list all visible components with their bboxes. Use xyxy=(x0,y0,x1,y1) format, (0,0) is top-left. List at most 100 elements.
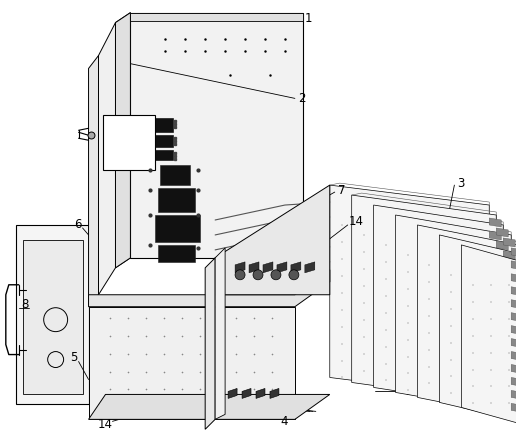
Polygon shape xyxy=(88,395,330,419)
Polygon shape xyxy=(496,267,508,276)
Polygon shape xyxy=(511,312,517,322)
Polygon shape xyxy=(88,270,330,307)
Polygon shape xyxy=(263,262,273,273)
Polygon shape xyxy=(496,319,508,328)
Polygon shape xyxy=(489,374,501,382)
Polygon shape xyxy=(503,238,515,247)
Polygon shape xyxy=(249,262,259,273)
Polygon shape xyxy=(503,368,515,376)
Polygon shape xyxy=(489,386,501,395)
Polygon shape xyxy=(160,165,190,185)
Polygon shape xyxy=(256,388,265,398)
Polygon shape xyxy=(158,188,195,212)
Text: 1: 1 xyxy=(305,12,313,25)
Polygon shape xyxy=(511,274,517,283)
Polygon shape xyxy=(503,303,515,312)
Circle shape xyxy=(253,270,263,280)
Polygon shape xyxy=(352,195,496,402)
Polygon shape xyxy=(88,56,99,305)
Polygon shape xyxy=(511,326,517,335)
Polygon shape xyxy=(242,388,251,398)
Polygon shape xyxy=(215,185,330,295)
Polygon shape xyxy=(228,388,237,398)
Polygon shape xyxy=(503,355,515,364)
Polygon shape xyxy=(503,290,515,299)
Polygon shape xyxy=(489,283,501,292)
Polygon shape xyxy=(496,241,508,250)
Polygon shape xyxy=(115,13,130,268)
Polygon shape xyxy=(503,264,515,273)
Polygon shape xyxy=(496,396,508,405)
Polygon shape xyxy=(374,205,503,408)
Polygon shape xyxy=(489,348,501,357)
Text: 2: 2 xyxy=(298,92,306,105)
Polygon shape xyxy=(511,287,517,296)
Circle shape xyxy=(289,270,299,280)
Polygon shape xyxy=(489,257,501,266)
Polygon shape xyxy=(88,307,295,419)
Polygon shape xyxy=(503,381,515,389)
Polygon shape xyxy=(291,262,301,273)
Polygon shape xyxy=(155,135,173,147)
Polygon shape xyxy=(511,403,517,412)
Polygon shape xyxy=(418,225,517,418)
Polygon shape xyxy=(270,388,279,398)
Polygon shape xyxy=(503,277,515,286)
Polygon shape xyxy=(496,345,508,354)
Polygon shape xyxy=(235,262,245,273)
Polygon shape xyxy=(489,361,501,369)
Polygon shape xyxy=(489,231,501,240)
Polygon shape xyxy=(496,306,508,315)
Text: 3: 3 xyxy=(458,177,465,190)
Polygon shape xyxy=(130,13,303,258)
Text: 6: 6 xyxy=(74,218,81,231)
Polygon shape xyxy=(511,352,517,361)
Polygon shape xyxy=(23,240,83,395)
Circle shape xyxy=(235,270,245,280)
Polygon shape xyxy=(396,215,511,412)
Polygon shape xyxy=(511,339,517,348)
Polygon shape xyxy=(489,309,501,318)
Polygon shape xyxy=(496,358,508,367)
Polygon shape xyxy=(489,322,501,331)
Polygon shape xyxy=(16,225,88,404)
Polygon shape xyxy=(155,215,200,242)
Text: 14: 14 xyxy=(98,418,113,431)
Polygon shape xyxy=(330,185,489,398)
Polygon shape xyxy=(277,262,287,273)
Polygon shape xyxy=(496,293,508,302)
Polygon shape xyxy=(511,248,517,257)
Text: 5: 5 xyxy=(70,351,77,364)
Polygon shape xyxy=(489,244,501,253)
Polygon shape xyxy=(503,329,515,338)
Text: 14: 14 xyxy=(348,216,363,228)
Polygon shape xyxy=(155,118,173,132)
Polygon shape xyxy=(115,13,130,268)
Polygon shape xyxy=(439,235,517,422)
Polygon shape xyxy=(503,316,515,325)
Polygon shape xyxy=(130,13,303,21)
Polygon shape xyxy=(496,280,508,289)
Polygon shape xyxy=(496,228,508,237)
Polygon shape xyxy=(205,258,215,429)
Polygon shape xyxy=(489,218,501,227)
Polygon shape xyxy=(155,150,173,160)
Polygon shape xyxy=(503,394,515,402)
Polygon shape xyxy=(99,23,115,295)
Polygon shape xyxy=(496,371,508,379)
Polygon shape xyxy=(496,332,508,341)
Polygon shape xyxy=(496,254,508,263)
Polygon shape xyxy=(215,248,225,419)
Polygon shape xyxy=(461,245,517,427)
Polygon shape xyxy=(511,378,517,386)
Polygon shape xyxy=(103,115,155,170)
Polygon shape xyxy=(503,342,515,351)
Polygon shape xyxy=(305,262,315,273)
Text: 8: 8 xyxy=(21,298,28,311)
Polygon shape xyxy=(489,335,501,344)
Text: B (接头): B (接头) xyxy=(406,387,433,396)
Polygon shape xyxy=(158,245,195,262)
Text: 7: 7 xyxy=(338,184,345,197)
Polygon shape xyxy=(511,300,517,309)
Polygon shape xyxy=(511,391,517,399)
